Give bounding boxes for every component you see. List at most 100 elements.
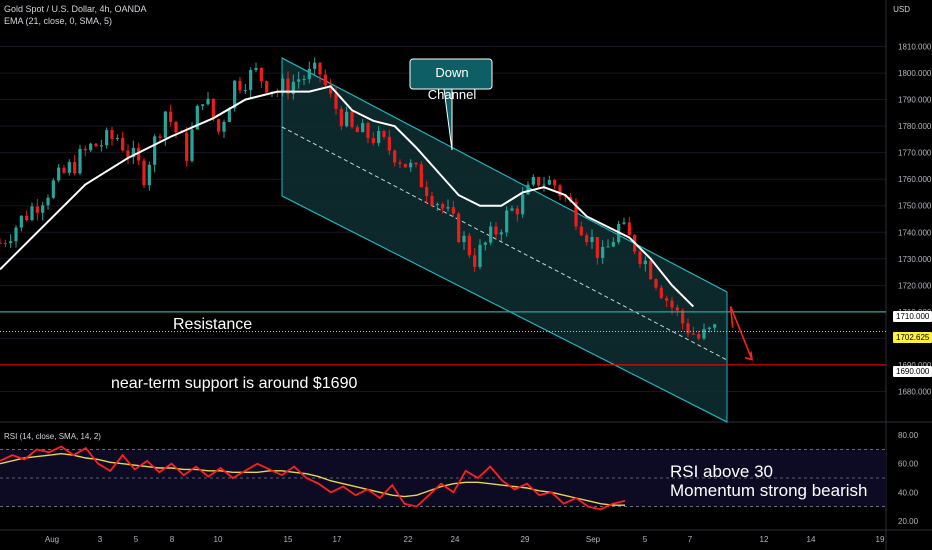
candle-body [611, 242, 615, 247]
time-tick-label: 7 [688, 535, 693, 544]
candle-body [563, 196, 567, 198]
candle-body [233, 80, 237, 109]
candle-body [259, 67, 263, 82]
candle-body [249, 70, 253, 91]
candle-body [115, 137, 119, 139]
candle-body [9, 241, 13, 244]
price-tick-label: 1810.000 [898, 43, 932, 52]
candle-body [473, 255, 477, 267]
price-tick-label: 1690.000 [898, 361, 932, 370]
price-tick-label: 1740.000 [898, 228, 932, 237]
candle-body [403, 163, 407, 168]
candle-body [457, 213, 461, 243]
time-tick-label: 14 [807, 535, 816, 544]
candle-body [371, 138, 375, 144]
symbol-title[interactable]: Gold Spot / U.S. Dollar, 4h, OANDA [4, 4, 147, 14]
channel-label: Down Channel [427, 65, 477, 102]
candle-body [78, 148, 82, 174]
candle-body [366, 123, 370, 139]
candle-body [142, 160, 146, 186]
price-tick-label: 1780.000 [898, 122, 932, 131]
candle-body [665, 298, 669, 301]
candle-body [89, 143, 93, 151]
candle-body [377, 130, 381, 144]
symbol-legend[interactable]: Gold Spot / U.S. Dollar, 4h, OANDA EMA (… [4, 3, 147, 27]
time-tick-label: 22 [404, 535, 413, 544]
price-tick-label: 1760.000 [898, 175, 932, 184]
candle-body [537, 177, 541, 186]
ema-line [0, 85, 695, 308]
time-tick-label: 5 [134, 535, 139, 544]
candle-body [681, 310, 685, 324]
current-price-tag: 1702.625 [893, 332, 932, 343]
candle-body [323, 74, 327, 86]
rsi-axis: 20.00 40.00 60.00 80.00 [898, 431, 919, 526]
candle-body [201, 104, 205, 106]
candle-body [590, 237, 594, 243]
rsi-line [0, 445, 626, 511]
channel-label-pointer [443, 88, 453, 151]
candle-body [254, 67, 258, 71]
candle-body [531, 177, 535, 185]
candle-body [483, 242, 487, 245]
rsi-legend[interactable]: RSI (14, close, SMA, 14, 2) [4, 432, 101, 441]
rsi-tick-label: 80.00 [898, 431, 919, 440]
candle-body [670, 300, 674, 308]
candle-body [361, 123, 365, 133]
time-tick-label: 10 [214, 535, 223, 544]
candle-body [585, 235, 589, 243]
candle-body [467, 235, 471, 256]
down-channel-upper-line [281, 57, 728, 293]
price-tick-label: 1770.000 [898, 149, 932, 158]
candle-body [601, 246, 605, 258]
resistance-price-tag: 1710.000 [893, 311, 932, 322]
ema-legend[interactable]: EMA (21, close, 0, SMA, 5) [4, 16, 113, 26]
rsi-note-2: Momentum strong bearish [670, 481, 868, 500]
candle-body [697, 334, 701, 339]
price-tick-label: 1800.000 [898, 69, 932, 78]
candle-body [398, 162, 402, 164]
candle-body [505, 210, 509, 233]
price-axis[interactable]: 1680.0001690.0001700.0001710.0001720.000… [898, 43, 932, 397]
candle-body [313, 62, 317, 69]
candle-body [3, 243, 7, 245]
candle-body [318, 62, 322, 75]
candle-body [51, 180, 55, 198]
candle-body [105, 130, 109, 146]
candle-body [169, 111, 173, 122]
candle-body [478, 244, 482, 267]
candle-body [302, 79, 306, 81]
candle-body [409, 162, 413, 168]
candle-body [185, 132, 189, 161]
candle-body [462, 235, 466, 243]
candle-body [451, 207, 455, 214]
candle-body [686, 323, 690, 334]
candle-body [350, 111, 354, 128]
candle-body [46, 197, 50, 206]
channel-callout [409, 58, 493, 151]
candle-body [446, 207, 450, 209]
time-axis[interactable]: Aug 3 5 8 10 15 17 22 24 29 Sep 5 7 12 14 19 [45, 535, 885, 544]
candle-body [574, 201, 578, 227]
candle-body [622, 222, 626, 224]
candle-body [19, 215, 23, 228]
candle-body [62, 167, 66, 173]
candle-body [393, 150, 397, 163]
time-tick-label: 19 [876, 535, 885, 544]
candle-body [307, 68, 311, 80]
candle-body [643, 260, 647, 265]
rsi-pane: RSI (14, close, SMA, 14, 2) [0, 432, 886, 511]
candle-body [195, 105, 199, 130]
candle-body [345, 111, 349, 127]
candle-body [73, 162, 77, 174]
candle-body [286, 78, 290, 95]
price-tick-label: 1680.000 [898, 387, 932, 396]
candle-body [329, 85, 333, 94]
candle-body [30, 206, 34, 221]
rsi-tick-label: 20.00 [898, 517, 919, 526]
candle-body [494, 226, 498, 235]
candle-body [510, 208, 514, 211]
candle-body [430, 196, 434, 206]
candle-body [649, 260, 653, 280]
candle-body [291, 81, 295, 95]
